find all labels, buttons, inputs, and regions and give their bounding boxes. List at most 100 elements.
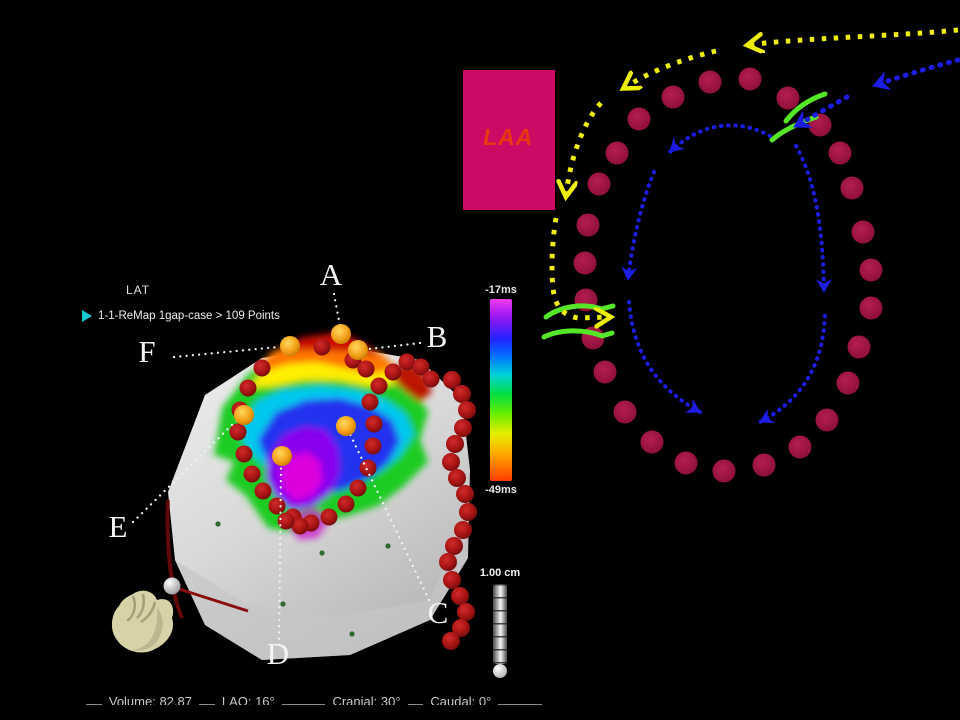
- gap-leader-line: [332, 292, 342, 328]
- ablation-dot: [277, 512, 295, 530]
- ablation-dot: [443, 371, 461, 389]
- diagram-activation-paths: [549, 27, 960, 424]
- ablation-dot: [364, 437, 382, 455]
- ablation-dot: [443, 571, 461, 589]
- ablation-dot: [459, 503, 477, 521]
- color-scale-gradient: [490, 299, 512, 481]
- blue-activation-arrow: [758, 314, 827, 424]
- ring-lesion-dot: [593, 360, 617, 384]
- gap-leader-line: [367, 341, 422, 351]
- shell-speck: [349, 631, 355, 637]
- gap-leader-line: [172, 345, 280, 359]
- ring-lesion-dot: [752, 453, 776, 477]
- ablation-dot: [254, 482, 272, 500]
- color-scale-max: -17ms: [485, 284, 517, 296]
- ablation-dot: [445, 537, 463, 555]
- ablation-dot: [239, 379, 257, 397]
- yellow-activation-arrow: [624, 48, 717, 88]
- ablation-dot: [365, 415, 383, 433]
- gap-letter-E: E: [109, 509, 128, 544]
- ablation-dot: [361, 393, 379, 411]
- ablation-dot: [452, 619, 470, 637]
- ablation-dot: [451, 587, 469, 605]
- shell-speck: [280, 601, 286, 607]
- ring-lesion-dot: [828, 141, 852, 165]
- ring-lesion-dot: [605, 141, 629, 165]
- ablation-dot: [357, 360, 375, 378]
- map-legend-text: 1-1-ReMap 1gap-case > 109 Points: [98, 310, 280, 322]
- ring-lesion-dot: [627, 107, 651, 131]
- ablation-dot: [439, 553, 457, 571]
- heart-reference-icon: [111, 590, 174, 653]
- footer-divider: [407, 703, 424, 705]
- laa-box: LAA: [463, 70, 555, 210]
- ablation-dot: [337, 495, 355, 513]
- shell-speck: [215, 521, 221, 527]
- ablation-dot: [349, 479, 367, 497]
- scale-bar-ruler: [493, 584, 507, 664]
- gap-letters: A B C D E F: [109, 257, 449, 671]
- diagram-ablation-ring: [573, 67, 883, 483]
- blue-activation-arrow: [668, 123, 772, 154]
- ablation-dot: [313, 338, 331, 356]
- gap-letter-A: A: [320, 257, 343, 292]
- blue-activation-arrow: [794, 144, 832, 294]
- color-scale-min: -49ms: [485, 484, 517, 496]
- map-mode-label: LAT: [126, 283, 151, 297]
- blue-activation-arrow: [791, 94, 850, 130]
- ring-lesion-dot: [788, 435, 812, 459]
- ablation-dot: [370, 377, 388, 395]
- ring-lesion-dot: [859, 258, 883, 282]
- ablation-dot: [446, 435, 464, 453]
- ring-lesion-dot: [847, 335, 871, 359]
- ablation-dot: [457, 603, 475, 621]
- gap-dot: [331, 324, 351, 344]
- gap-leader-line: [348, 432, 431, 602]
- ablation-dot: [268, 497, 286, 515]
- gap-dot: [272, 446, 292, 466]
- ring-lesion-dot: [573, 251, 597, 275]
- ablation-dot: [454, 419, 472, 437]
- blue-activation-arrow: [621, 170, 656, 282]
- ring-lesion-dot: [851, 220, 875, 244]
- gap-dot: [234, 405, 254, 425]
- gap-dot: [336, 416, 356, 436]
- ring-lesion-dot: [698, 70, 722, 94]
- ring-lesion-dot: [661, 85, 685, 109]
- gap-letter-B: B: [427, 319, 448, 354]
- footer-caudal: Caudal: 0°: [430, 694, 492, 705]
- ablation-dot: [448, 469, 466, 487]
- ring-lesion-dot: [674, 451, 698, 475]
- gap-leader-lines: [131, 292, 431, 647]
- ring-lesion-dot: [815, 408, 839, 432]
- footer-divider: [281, 703, 326, 705]
- gap-dot: [280, 336, 300, 356]
- ring-lesion-dot: [840, 176, 864, 200]
- yellow-activation-arrow: [748, 27, 959, 45]
- ablation-dot: [442, 632, 460, 650]
- map-legend: 1-1-ReMap 1gap-case > 109 Points: [82, 310, 280, 322]
- laa-label: LAA: [483, 124, 534, 150]
- ablation-dot: [384, 363, 402, 381]
- conduction-gap-icon: [783, 91, 828, 124]
- ablation-dot: [229, 423, 247, 441]
- gap-letter-C: C: [428, 595, 449, 630]
- ablation-dot: [422, 370, 440, 388]
- ablation-dot: [458, 401, 476, 419]
- gap-letter-F: F: [138, 334, 155, 369]
- shell-speck: [385, 543, 391, 549]
- gap-marker-dots: [234, 324, 368, 466]
- ablation-dot: [442, 453, 460, 471]
- color-scale: -17ms -49ms: [478, 284, 524, 496]
- footer-divider: [198, 703, 215, 705]
- footer-cranial: Cranial: 30°: [332, 694, 401, 705]
- footer-volume: Volume: 82.87: [108, 694, 192, 705]
- map-footer: Volume: 82.87 LAO: 16° Cranial: 30° Caud…: [86, 694, 542, 705]
- scale-bar-label: 1.00 cm: [479, 567, 521, 579]
- ring-lesion-dot: [587, 172, 611, 196]
- ablation-dot: [320, 508, 338, 526]
- ablation-dot: [398, 353, 416, 371]
- ring-lesion-dot: [712, 459, 736, 483]
